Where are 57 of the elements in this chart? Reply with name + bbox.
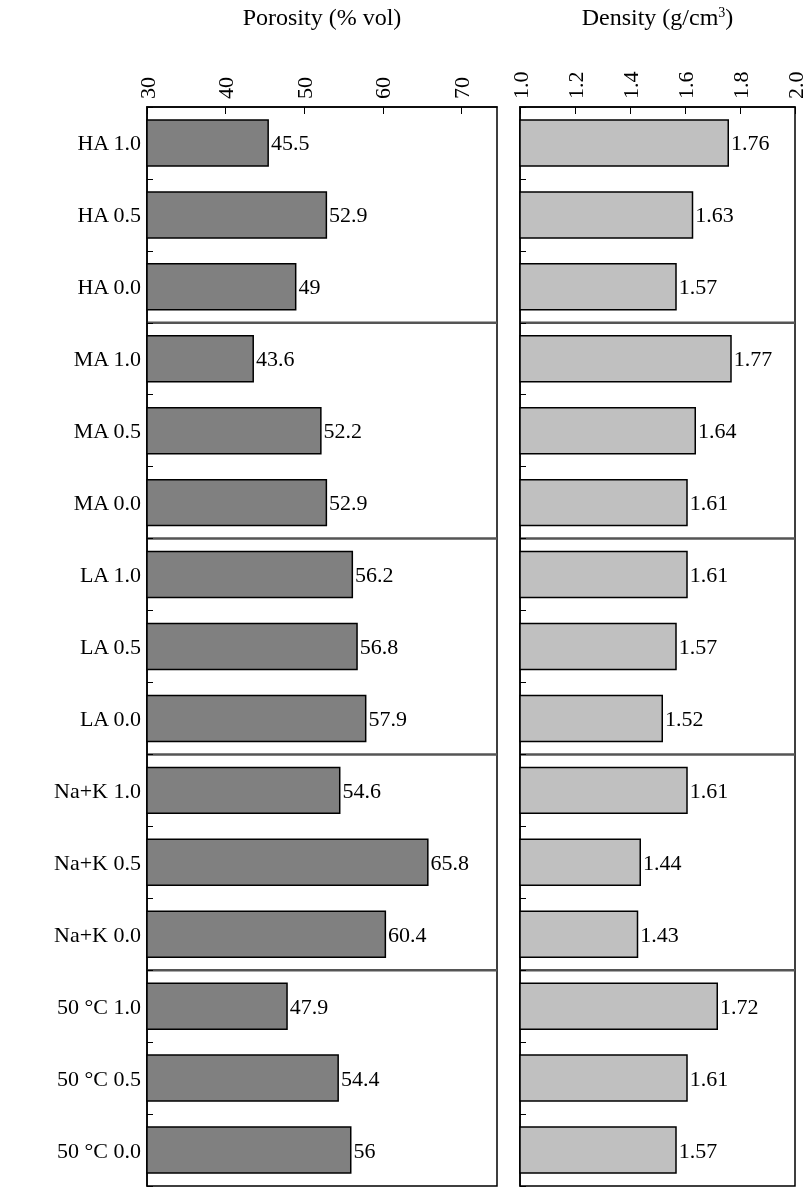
data-label: 1.57 [678, 634, 718, 659]
data-label: 1.61 [689, 562, 729, 588]
y-tick-label: HA 1.0 [77, 130, 141, 156]
x-tick-label: 70 [449, 77, 475, 99]
data-label: 52.2 [323, 418, 363, 444]
y-tick-label: HA 0.5 [77, 202, 141, 228]
y-tick-label: MA 0.5 [73, 418, 141, 444]
data-label: 56.2 [355, 562, 394, 588]
x-tick-label: 1.8 [727, 71, 753, 99]
data-label: 47.9 [289, 993, 329, 1019]
data-label: 65.8 [430, 849, 470, 875]
data-label: 1.72 [720, 993, 759, 1019]
y-tick-label: Na+K 0.5 [54, 849, 141, 875]
y-tick-label: Na+K 1.0 [54, 777, 141, 803]
x-tick-label: 1.4 [617, 71, 643, 99]
data-label: 1.61 [689, 777, 729, 803]
data-label: 56 [353, 1137, 376, 1163]
data-label: 60.4 [388, 921, 427, 947]
data-label: 52.9 [329, 202, 368, 228]
data-label: 1.43 [640, 921, 679, 947]
data-label: 1.44 [643, 849, 682, 875]
x-axis-title: Porosity (% vol) [242, 4, 402, 30]
x-tick-label: 1.0 [507, 71, 533, 99]
x-tick-label: 40 [213, 77, 239, 99]
x-tick-label: 50 [291, 77, 317, 99]
y-tick-label: MA 1.0 [73, 346, 141, 372]
y-tick-label: LA 1.0 [79, 562, 141, 588]
y-tick-label: 50 °C 0.0 [57, 1137, 141, 1163]
x-tick-label: 60 [370, 77, 396, 99]
data-label: 1.64 [698, 418, 737, 444]
data-label: 56.8 [359, 634, 399, 659]
y-tick-label: HA 0.0 [77, 274, 141, 300]
x-tick-label: 1.6 [672, 71, 698, 99]
data-label: 1.61 [689, 1065, 729, 1091]
data-label: 43.6 [255, 346, 295, 372]
data-label: 1.61 [689, 490, 729, 516]
x-tick-label: 30 [134, 77, 160, 99]
data-label: 1.63 [695, 202, 734, 228]
data-label: 1.57 [678, 274, 718, 300]
data-label: 1.77 [733, 346, 773, 372]
y-tick-label: LA 0.0 [79, 705, 141, 731]
x-tick-label: 2.0 [782, 71, 808, 99]
data-label: 49 [298, 274, 321, 300]
data-label: 52.9 [329, 490, 368, 516]
y-tick-label: 50 °C 1.0 [57, 993, 141, 1019]
y-tick-label: MA 0.0 [73, 490, 141, 516]
data-label: 54.4 [340, 1065, 380, 1091]
x-tick-label: 1.2 [562, 71, 588, 99]
data-label: 54.6 [342, 777, 381, 803]
y-tick-label: LA 0.5 [79, 634, 141, 659]
y-tick-label: 50 °C 0.5 [57, 1065, 141, 1091]
y-tick-label: Na+K 0.0 [54, 921, 141, 947]
data-label: 45.5 [270, 130, 310, 156]
data-label: 57.9 [368, 705, 407, 731]
data-label: 1.76 [731, 130, 770, 156]
data-label: 1.52 [665, 705, 704, 731]
data-label: 1.57 [678, 1137, 718, 1163]
